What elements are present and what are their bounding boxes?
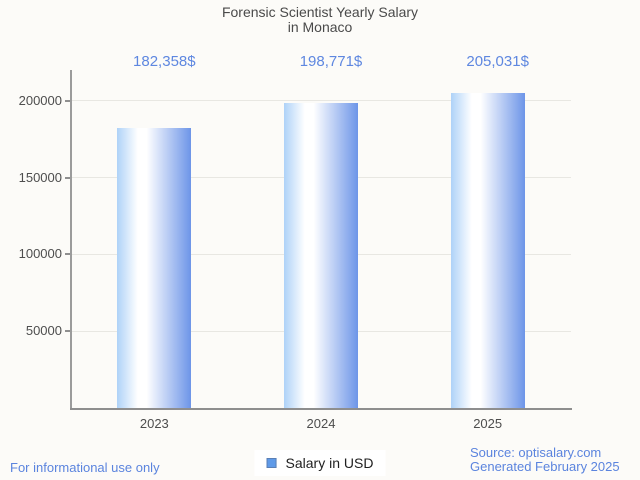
x-axis-category-label: 2023: [139, 416, 169, 431]
bar-value-label: 198,771$: [299, 53, 363, 70]
y-axis-line: [70, 70, 72, 410]
x-axis-category-label: 2025: [473, 416, 503, 431]
y-axis-tick: [65, 176, 71, 179]
legend[interactable]: Salary in USD: [254, 450, 386, 476]
footer-source-block: Source: optisalary.com Generated Februar…: [470, 446, 620, 474]
legend-swatch-icon: [266, 458, 277, 468]
chart-title-line2: in Monaco: [287, 19, 353, 35]
disclaimer-text: For informational use only: [10, 460, 160, 475]
chart-title-line1: Forensic Scientist Yearly Salary: [221, 4, 419, 20]
y-axis-tick: [65, 253, 71, 256]
x-axis-category-label: 2024: [306, 416, 336, 431]
gridline: [71, 100, 571, 102]
legend-label: Salary in USD: [285, 455, 374, 471]
y-axis-tick-label: 100000: [18, 246, 62, 262]
bar-2025[interactable]: [450, 92, 525, 408]
y-axis-tick: [65, 99, 71, 102]
bar-2023[interactable]: [117, 127, 192, 408]
bar-value-label: 205,031$: [466, 53, 529, 70]
y-axis-tick-label: 150000: [18, 169, 62, 185]
x-axis-line: [70, 408, 572, 410]
y-axis-tick-label: 200000: [18, 92, 62, 108]
generated-date: Generated February 2025: [470, 459, 620, 474]
y-axis-tick: [65, 330, 71, 333]
source-link[interactable]: Source: optisalary.com: [470, 445, 602, 460]
bar-value-label: 182,358$: [133, 53, 196, 70]
chart-title: Forensic Scientist Yearly Salary in Mona…: [0, 5, 640, 35]
bar-2024[interactable]: [284, 102, 358, 408]
y-axis-tick-label: 50000: [25, 323, 62, 339]
